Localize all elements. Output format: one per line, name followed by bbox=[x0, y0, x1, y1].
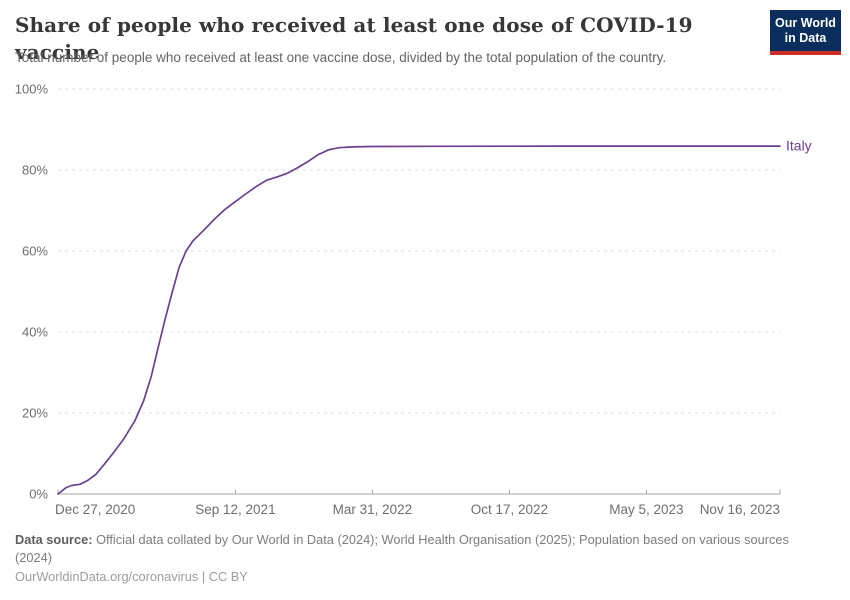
y-axis-label: 40% bbox=[22, 325, 48, 340]
series-line-italy[interactable] bbox=[57, 145, 781, 495]
owid-logo: Our World in Data bbox=[770, 10, 841, 55]
data-source-text: Official data collated by Our World in D… bbox=[15, 532, 789, 565]
series-end-label[interactable]: Italy bbox=[786, 138, 812, 154]
x-axis-label: Sep 12, 2021 bbox=[195, 502, 275, 517]
y-axis-label: 60% bbox=[22, 244, 48, 259]
x-axis-label: May 5, 2023 bbox=[609, 502, 683, 517]
data-source-note: Data source: Official data collated by O… bbox=[15, 531, 817, 567]
x-axis-label: Nov 16, 2023 bbox=[700, 502, 780, 517]
owid-logo-line2: in Data bbox=[784, 31, 827, 45]
chart-subtitle: Total number of people who received at l… bbox=[15, 50, 667, 65]
data-source-label: Data source: bbox=[15, 532, 93, 547]
owid-logo-line1: Our World bbox=[775, 16, 836, 30]
x-axis-label: Mar 31, 2022 bbox=[333, 502, 413, 517]
y-axis-label: 100% bbox=[15, 82, 49, 97]
citation-link[interactable]: OurWorldinData.org/coronavirus | CC BY bbox=[15, 569, 248, 584]
x-axis-label: Dec 27, 2020 bbox=[55, 502, 135, 517]
page-title: Share of people who received at least on… bbox=[15, 13, 693, 64]
y-axis-label: 0% bbox=[29, 487, 48, 502]
y-axis-label: 20% bbox=[22, 406, 48, 421]
x-axis-label: Oct 17, 2022 bbox=[471, 502, 548, 517]
y-axis-label: 80% bbox=[22, 163, 48, 178]
